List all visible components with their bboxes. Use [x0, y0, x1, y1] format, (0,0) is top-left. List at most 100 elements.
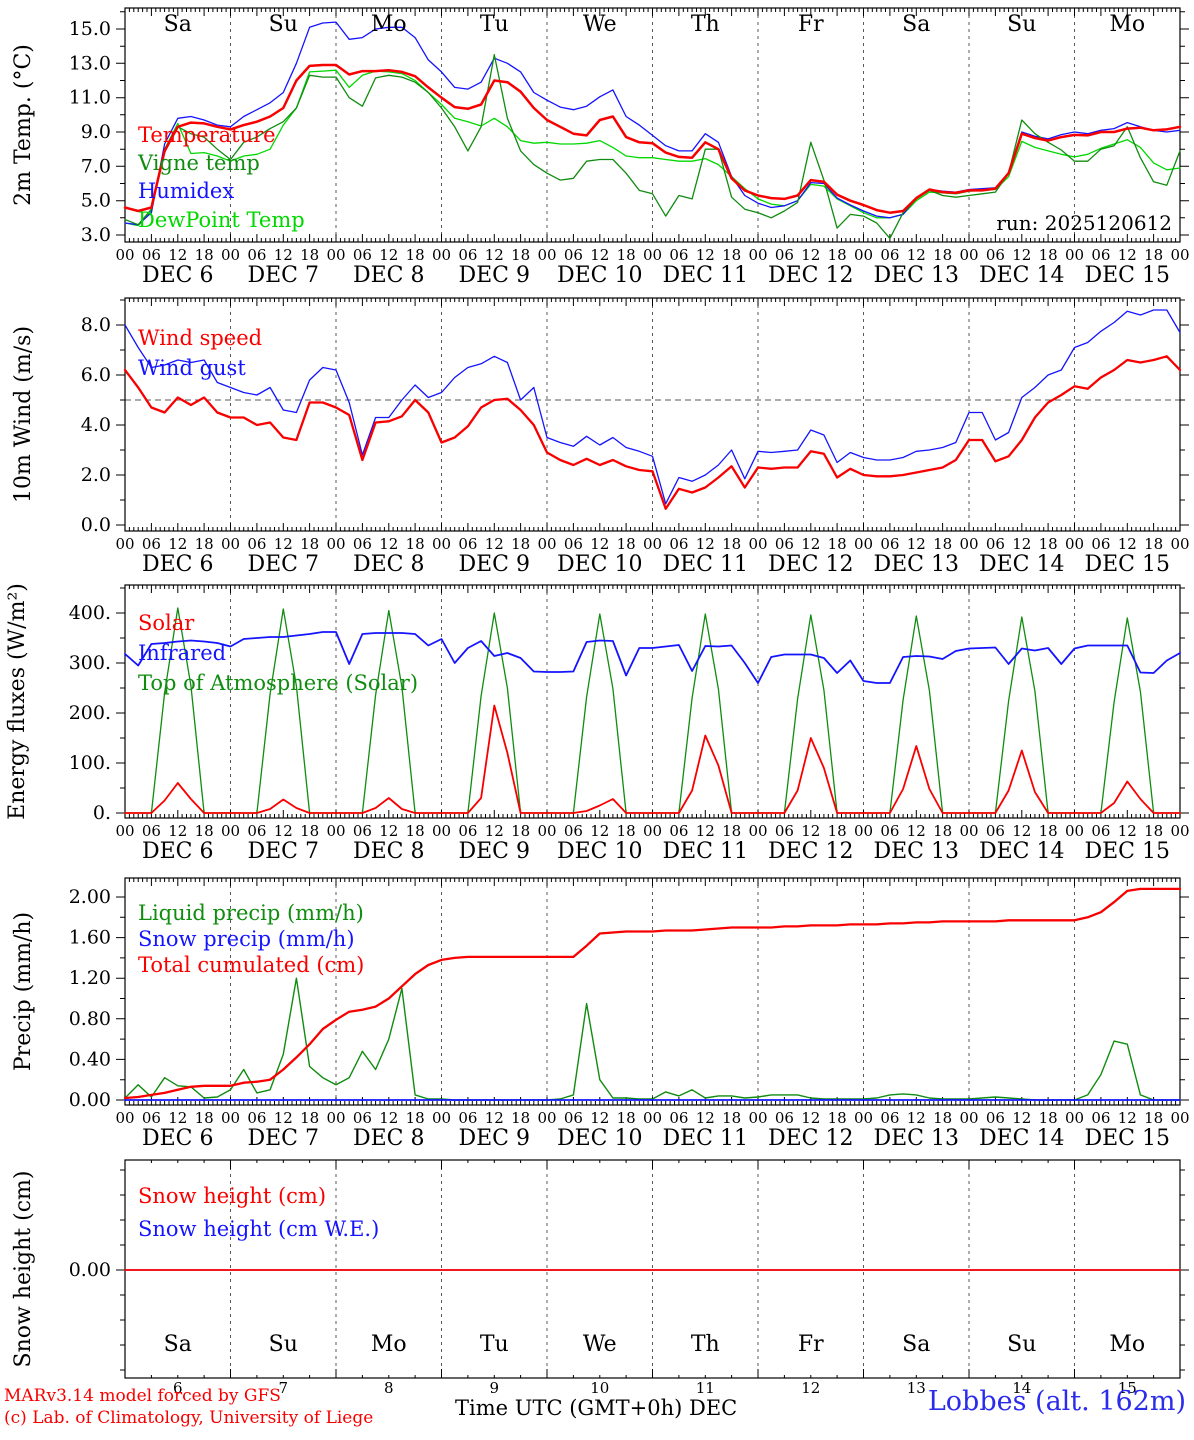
hour-tick-label: 18 — [1039, 246, 1058, 264]
hour-tick-label: 12 — [696, 822, 715, 840]
y-tick-label: 100. — [69, 752, 111, 774]
weekday-label-top: Sa — [902, 12, 930, 37]
weekday-label-top: We — [583, 12, 617, 37]
date-label: DEC 11 — [662, 839, 748, 864]
date-label: DEC 8 — [353, 263, 425, 288]
legend-solar: Solar — [138, 611, 195, 635]
hour-tick-label: 00 — [537, 246, 556, 264]
legend-wind-gust: Wind gust — [138, 356, 246, 380]
hour-tick-label: 12 — [379, 822, 398, 840]
hour-tick-label: 18 — [933, 535, 952, 553]
series-liquid-precip-mm-h- — [124, 977, 1181, 1101]
weekday-label-bottom: Th — [691, 1332, 720, 1357]
hour-tick-label: 12 — [590, 246, 609, 264]
hour-tick-label: 12 — [696, 246, 715, 264]
hour-tick-label: 00 — [1170, 246, 1189, 264]
y-tick-label: 0.0 — [81, 514, 111, 536]
y-tick-label: 200. — [69, 702, 111, 724]
hour-tick-label: 12 — [379, 1109, 398, 1127]
hour-tick-label: 12 — [1012, 1109, 1031, 1127]
hour-tick-label: 06 — [775, 822, 794, 840]
hour-tick-label: 18 — [1144, 535, 1163, 553]
hour-tick-label: 12 — [696, 535, 715, 553]
hour-tick-label: 18 — [1144, 822, 1163, 840]
hour-tick-label: 06 — [458, 535, 477, 553]
hour-tick-label: 06 — [142, 822, 161, 840]
panel-temp2m: 3.0 5.0 7.0 9.0 11.0 13.0 15.0 2m Temp. (°C) 00 0… — [11, 7, 1190, 288]
legend-liquid-precip: Liquid precip (mm/h) — [138, 901, 364, 925]
hour-tick-label: 00 — [432, 246, 451, 264]
hour-tick-label: 12 — [379, 246, 398, 264]
date-label: DEC 7 — [247, 839, 319, 864]
hour-tick-label: 00 — [643, 822, 662, 840]
hour-tick-label: 06 — [880, 535, 899, 553]
weekday-label-top: Tu — [480, 12, 509, 37]
hour-tick-label: 00 — [1170, 822, 1189, 840]
hour-tick-label: 12 — [907, 1109, 926, 1127]
legend-humidex: Humidex — [138, 179, 235, 203]
hour-tick-label: 12 — [379, 535, 398, 553]
date-label: DEC 6 — [142, 1126, 214, 1151]
legend-total-cumul: Total cumulated (cm) — [138, 953, 365, 977]
hour-tick-label: 00 — [221, 1109, 240, 1127]
legend-vigne-temp: Vigne temp — [138, 151, 260, 175]
date-label: DEC 14 — [979, 839, 1065, 864]
date-label: DEC 7 — [247, 263, 319, 288]
model-credit: MARv3.14 model forced by GFS — [4, 1386, 281, 1406]
date-label: DEC 12 — [768, 263, 854, 288]
y-tick-label: 4.0 — [81, 414, 111, 436]
hour-tick-label: 06 — [247, 535, 266, 553]
y-tick-label: 300. — [69, 652, 111, 674]
day-number-label: 8 — [384, 1379, 394, 1397]
y-tick-label: 15.0 — [69, 18, 111, 40]
date-label: DEC 12 — [768, 839, 854, 864]
hour-tick-label: 06 — [353, 822, 372, 840]
date-label: DEC 14 — [979, 1126, 1065, 1151]
hour-tick-label: 18 — [1039, 535, 1058, 553]
hour-tick-label: 00 — [959, 535, 978, 553]
panel-wind10m: 0.0 2.0 4.0 6.0 8.0 10m Wind (m/s) 00 06 12 18 00 0… — [11, 297, 1190, 577]
hour-tick-label: 06 — [247, 822, 266, 840]
hour-tick-label: 18 — [1039, 1109, 1058, 1127]
hour-tick-label: 12 — [168, 246, 187, 264]
time-axis-title: Time UTC (GMT+0h) DEC — [455, 1396, 738, 1420]
hour-tick-label: 00 — [537, 1109, 556, 1127]
hour-tick-label: 18 — [406, 535, 425, 553]
run-label: run: 2025120612 — [996, 211, 1172, 235]
hour-tick-label: 00 — [326, 535, 345, 553]
weekday-label-bottom: Mo — [1109, 1332, 1145, 1357]
date-label: DEC 8 — [353, 839, 425, 864]
hour-tick-label: 06 — [564, 246, 583, 264]
legend-infrared: Infrared — [138, 641, 227, 665]
weekday-label-top: Mo — [371, 12, 407, 37]
y-tick-label: 400. — [69, 602, 111, 624]
date-label: DEC 9 — [458, 1126, 530, 1151]
weekday-label-top: Su — [269, 12, 298, 37]
hour-tick-label: 18 — [511, 822, 530, 840]
hour-tick-label: 06 — [986, 822, 1005, 840]
hour-tick-label: 12 — [168, 535, 187, 553]
hour-tick-label: 18 — [1144, 246, 1163, 264]
y-tick-label: 5.0 — [81, 190, 111, 212]
hour-tick-label: 00 — [959, 246, 978, 264]
hour-tick-label: 00 — [115, 822, 134, 840]
hour-tick-label: 00 — [537, 535, 556, 553]
series-wind-speed — [123, 355, 1182, 510]
hour-tick-label: 12 — [274, 1109, 293, 1127]
y-tick-label: 0. — [93, 802, 111, 824]
weekday-label-top: Fr — [798, 12, 824, 37]
hour-tick-label: 18 — [722, 246, 741, 264]
hour-tick-label: 12 — [590, 535, 609, 553]
hour-tick-label: 00 — [959, 1109, 978, 1127]
weekday-label-top: Sa — [164, 12, 192, 37]
date-label: DEC 13 — [873, 839, 959, 864]
date-label: DEC 15 — [1084, 1126, 1170, 1151]
date-label: DEC 8 — [353, 1126, 425, 1151]
hour-tick-label: 18 — [617, 246, 636, 264]
y-axis-title: 2m Temp. (°C) — [11, 44, 36, 206]
weekday-label-bottom: Su — [269, 1332, 298, 1357]
weekday-label-bottom: We — [583, 1332, 617, 1357]
hour-tick-label: 18 — [300, 822, 319, 840]
hour-tick-label: 12 — [485, 246, 504, 264]
hour-tick-label: 12 — [485, 535, 504, 553]
